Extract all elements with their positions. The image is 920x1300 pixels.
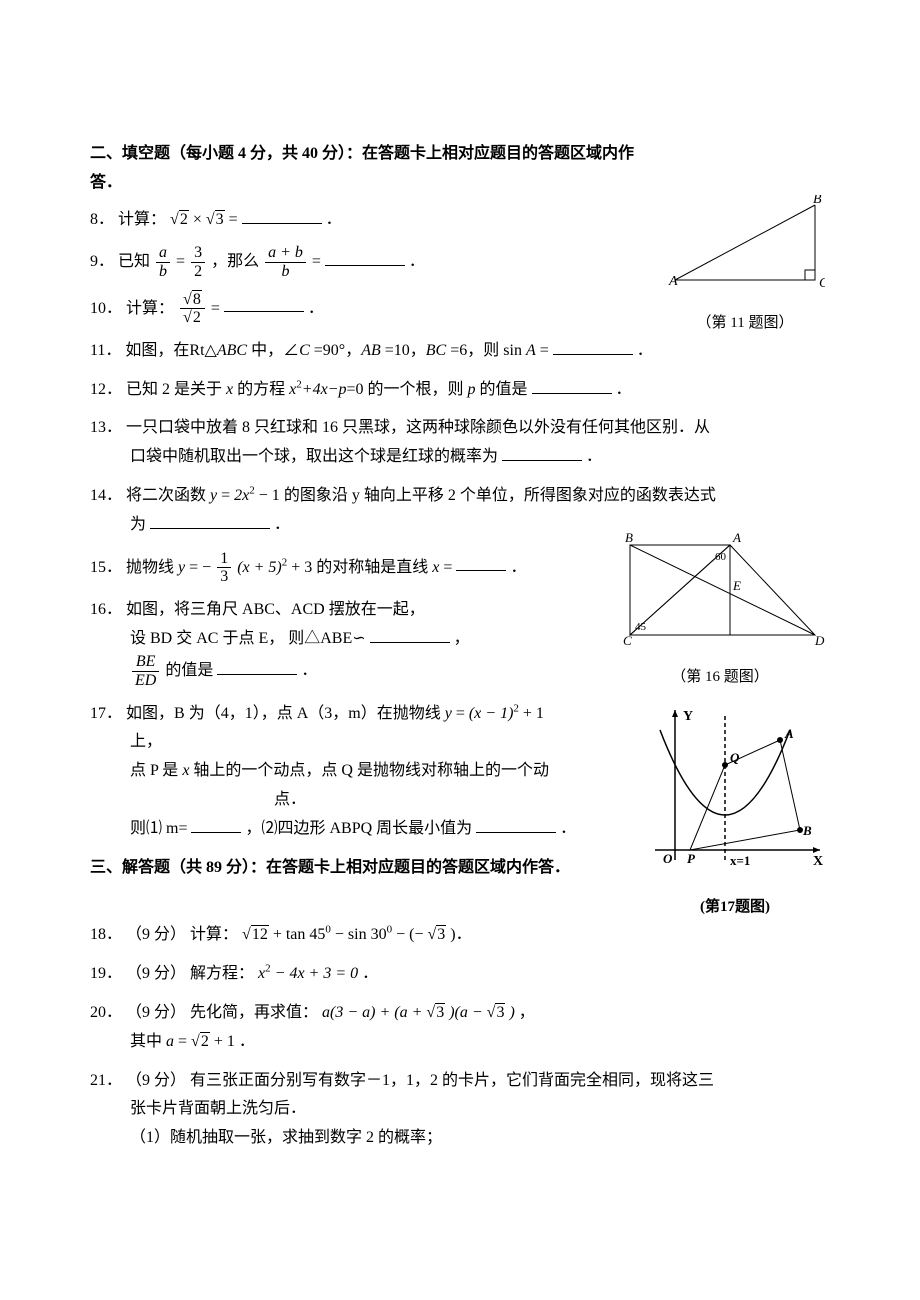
q14-num: 14．	[90, 487, 122, 504]
section-2-header: 二、填空题（每小题 4 分，共 40 分）：在答题卡上相对应题目的答题区域内作答…	[90, 140, 830, 198]
question-17: 17． 如图，B 为（4，1），点 A（3，m）在抛物线 y = (x − 1)…	[90, 700, 830, 844]
figure-17-caption: (第17题图)	[640, 894, 830, 921]
question-8: 8． 计算： 2 × 3 = ．	[90, 206, 830, 235]
svg-text:O: O	[663, 851, 673, 866]
q16-blank-2	[217, 658, 297, 675]
question-16: 16． 如图，将三角尺 ABC、ACD 摆放在一起， 设 BD 交 AC 于点 …	[90, 596, 830, 690]
question-11: 11． 如图，在Rt△ABC 中，∠C =90°，AB =10，BC =6，则 …	[90, 337, 830, 366]
q8-prefix: 计算：	[118, 211, 166, 228]
question-9: 9． 已知 ab = 32 ，那么 a + bb = ．	[90, 244, 830, 280]
q8-blank	[242, 207, 322, 224]
q10-blank	[224, 295, 304, 312]
q16-num: 16．	[90, 601, 122, 618]
q21-sub-1: （1）随机抽取一张，求抽到数字 2 的概率；	[90, 1124, 830, 1153]
q13-blank	[502, 444, 582, 461]
question-14: 14． 将二次函数 y = 2x2 − 1 的图象沿 y 轴向上平移 2 个单位…	[90, 482, 830, 540]
question-21: 21． （9 分） 有三张正面分别写有数字－1，1，2 的卡片，它们背面完全相同…	[90, 1067, 830, 1153]
q11-blank	[553, 338, 633, 355]
q17-blank-1	[191, 816, 241, 833]
q9-blank	[325, 249, 405, 266]
question-15: 15． 抛物线 y = − 13 (x + 5)2 + 3 的对称轴是直线 x …	[90, 550, 830, 586]
question-10: 10． 计算： 8 2 = ．	[90, 291, 830, 327]
q14-blank	[150, 512, 270, 529]
q11-num: 11．	[90, 342, 121, 359]
q13-num: 13．	[90, 419, 122, 436]
question-13: 13． 一只口袋中放着 8 只红球和 16 只黑球，这两种球除颜色以外没有任何其…	[90, 414, 830, 472]
question-18: 18． （9 分） 计算： 12 + tan 450 − sin 300 − (…	[90, 921, 830, 950]
q10-num: 10．	[90, 299, 122, 316]
q21-num: 21．	[90, 1072, 122, 1089]
q15-blank	[456, 554, 506, 571]
q9-num: 9．	[90, 253, 114, 270]
q16-blank-1	[370, 626, 450, 643]
svg-text:P: P	[687, 851, 696, 866]
q20-num: 20．	[90, 1004, 122, 1021]
q17-blank-2	[476, 816, 556, 833]
q18-num: 18．	[90, 926, 122, 943]
q12-num: 12．	[90, 381, 122, 398]
svg-text:x=1: x=1	[730, 853, 750, 868]
question-20: 20． （9 分） 先化简，再求值： a(3 − a) + (a + 3 )(a…	[90, 999, 830, 1057]
q8-num: 8．	[90, 211, 114, 228]
q15-num: 15．	[90, 558, 122, 575]
q19-num: 19．	[90, 965, 122, 982]
q12-blank	[532, 377, 612, 394]
svg-text:X: X	[813, 854, 823, 869]
question-12: 12． 已知 2 是关于 x 的方程 x2+4x−p=0 的一个根，则 p 的值…	[90, 376, 830, 405]
question-19: 19． （9 分） 解方程： x2 − 4x + 3 = 0 ．	[90, 960, 830, 989]
q17-num: 17．	[90, 705, 122, 722]
